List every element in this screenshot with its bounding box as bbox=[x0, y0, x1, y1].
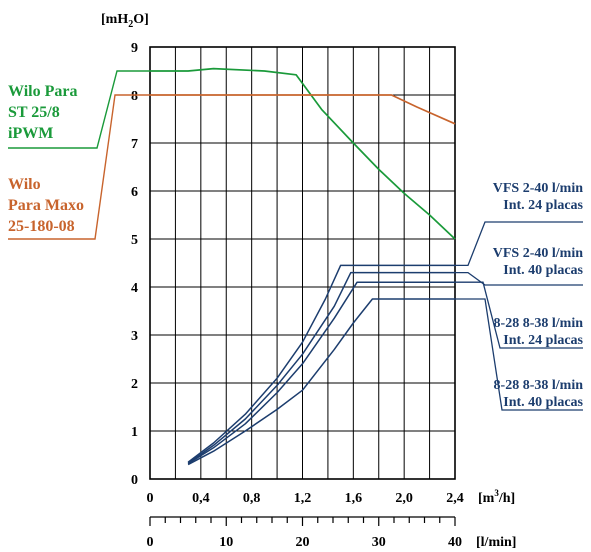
x-tick-label: 1,2 bbox=[294, 491, 312, 506]
x2-axis-unit: [l/min] bbox=[476, 535, 516, 550]
pump-curve-1 bbox=[150, 67, 456, 240]
x-tick-label: 1,6 bbox=[345, 491, 363, 506]
x-tick-label: 2,4 bbox=[446, 491, 464, 506]
exchanger-curve-1 bbox=[187, 264, 455, 463]
y-tick-label: 2 bbox=[131, 377, 138, 392]
y-tick-label: 6 bbox=[131, 185, 138, 200]
y-tick-label: 8 bbox=[131, 89, 138, 104]
pump-label-1-leader bbox=[8, 70, 150, 149]
x-tick-label: 2,0 bbox=[395, 491, 413, 506]
pump-curve-2 bbox=[150, 94, 456, 125]
pump-label-1-line: iPWM bbox=[8, 125, 53, 142]
y-axis-unit: [mH2O] bbox=[101, 12, 149, 30]
exchanger-label-4-line: Int. 40 placas bbox=[503, 395, 583, 410]
exchanger-curve-2 bbox=[187, 271, 455, 464]
curve-labels: Wilo Para ST 25/8 iPWM Wilo Para Maxo 25-180-… bbox=[8, 70, 584, 411]
exchanger-label-2-line: Int. 40 placas bbox=[503, 263, 583, 278]
pump-label-1-line: ST 25/8 bbox=[8, 104, 60, 121]
x2-tick-label: 20 bbox=[296, 535, 310, 550]
exchanger-label-1-line: VFS 2-40 l/min bbox=[493, 181, 583, 196]
exchanger-label-1-line: Int. 24 placas bbox=[503, 198, 583, 213]
pump-label-2-line: Wilo bbox=[8, 176, 41, 193]
exchanger-label-4-leader bbox=[455, 298, 583, 411]
x2-tick-label: 0 bbox=[147, 535, 154, 550]
y-tick-label: 3 bbox=[131, 329, 138, 344]
exchanger-curve-4 bbox=[187, 298, 455, 466]
y-tick-label: 4 bbox=[131, 281, 138, 296]
x-axis-unit: [m3/h] bbox=[478, 488, 515, 506]
plot-frame bbox=[149, 46, 456, 480]
x-tick-label: 0,8 bbox=[243, 491, 261, 506]
exchanger-curve-3 bbox=[187, 281, 455, 465]
pump-label-2-line: 25-180-08 bbox=[8, 218, 75, 235]
x2-tick-label: 30 bbox=[372, 535, 386, 550]
x2-tick-label: 10 bbox=[219, 535, 233, 550]
exchanger-label-3-leader bbox=[455, 281, 583, 349]
y-tick-label: 5 bbox=[131, 233, 138, 248]
y-tick-label: 9 bbox=[131, 41, 138, 56]
pump-label-2-leader bbox=[8, 94, 150, 240]
x2-tick-label: 40 bbox=[448, 535, 462, 550]
y-tick-label: 1 bbox=[131, 425, 138, 440]
x-tick-label: 0,4 bbox=[192, 491, 210, 506]
y-tick-label: 0 bbox=[131, 473, 138, 488]
exchanger-label-3-line: 8-28 8-38 l/min bbox=[494, 316, 584, 331]
exchanger-label-1-leader bbox=[455, 221, 583, 267]
y-tick-label: 7 bbox=[131, 137, 138, 152]
pump-label-1-line: Wilo Para bbox=[8, 83, 77, 100]
x-tick-label: 0 bbox=[147, 491, 154, 506]
exchanger-label-2-leader bbox=[455, 271, 583, 286]
exchanger-label-3-line: Int. 24 placas bbox=[503, 333, 583, 348]
exchanger-label-2-line: VFS 2-40 l/min bbox=[493, 246, 583, 261]
exchanger-label-4-line: 8-28 8-38 l/min bbox=[494, 378, 584, 393]
grid: 0 1 2 3 4 5 6 7 8 9 0 0,4 0,8 1,2 1,6 2,0 2,4 bbox=[131, 41, 464, 506]
pump-label-2-line: Para Maxo bbox=[8, 197, 84, 214]
secondary-x-axis: 0 10 20 30 40 bbox=[147, 516, 462, 550]
curves bbox=[150, 67, 456, 466]
